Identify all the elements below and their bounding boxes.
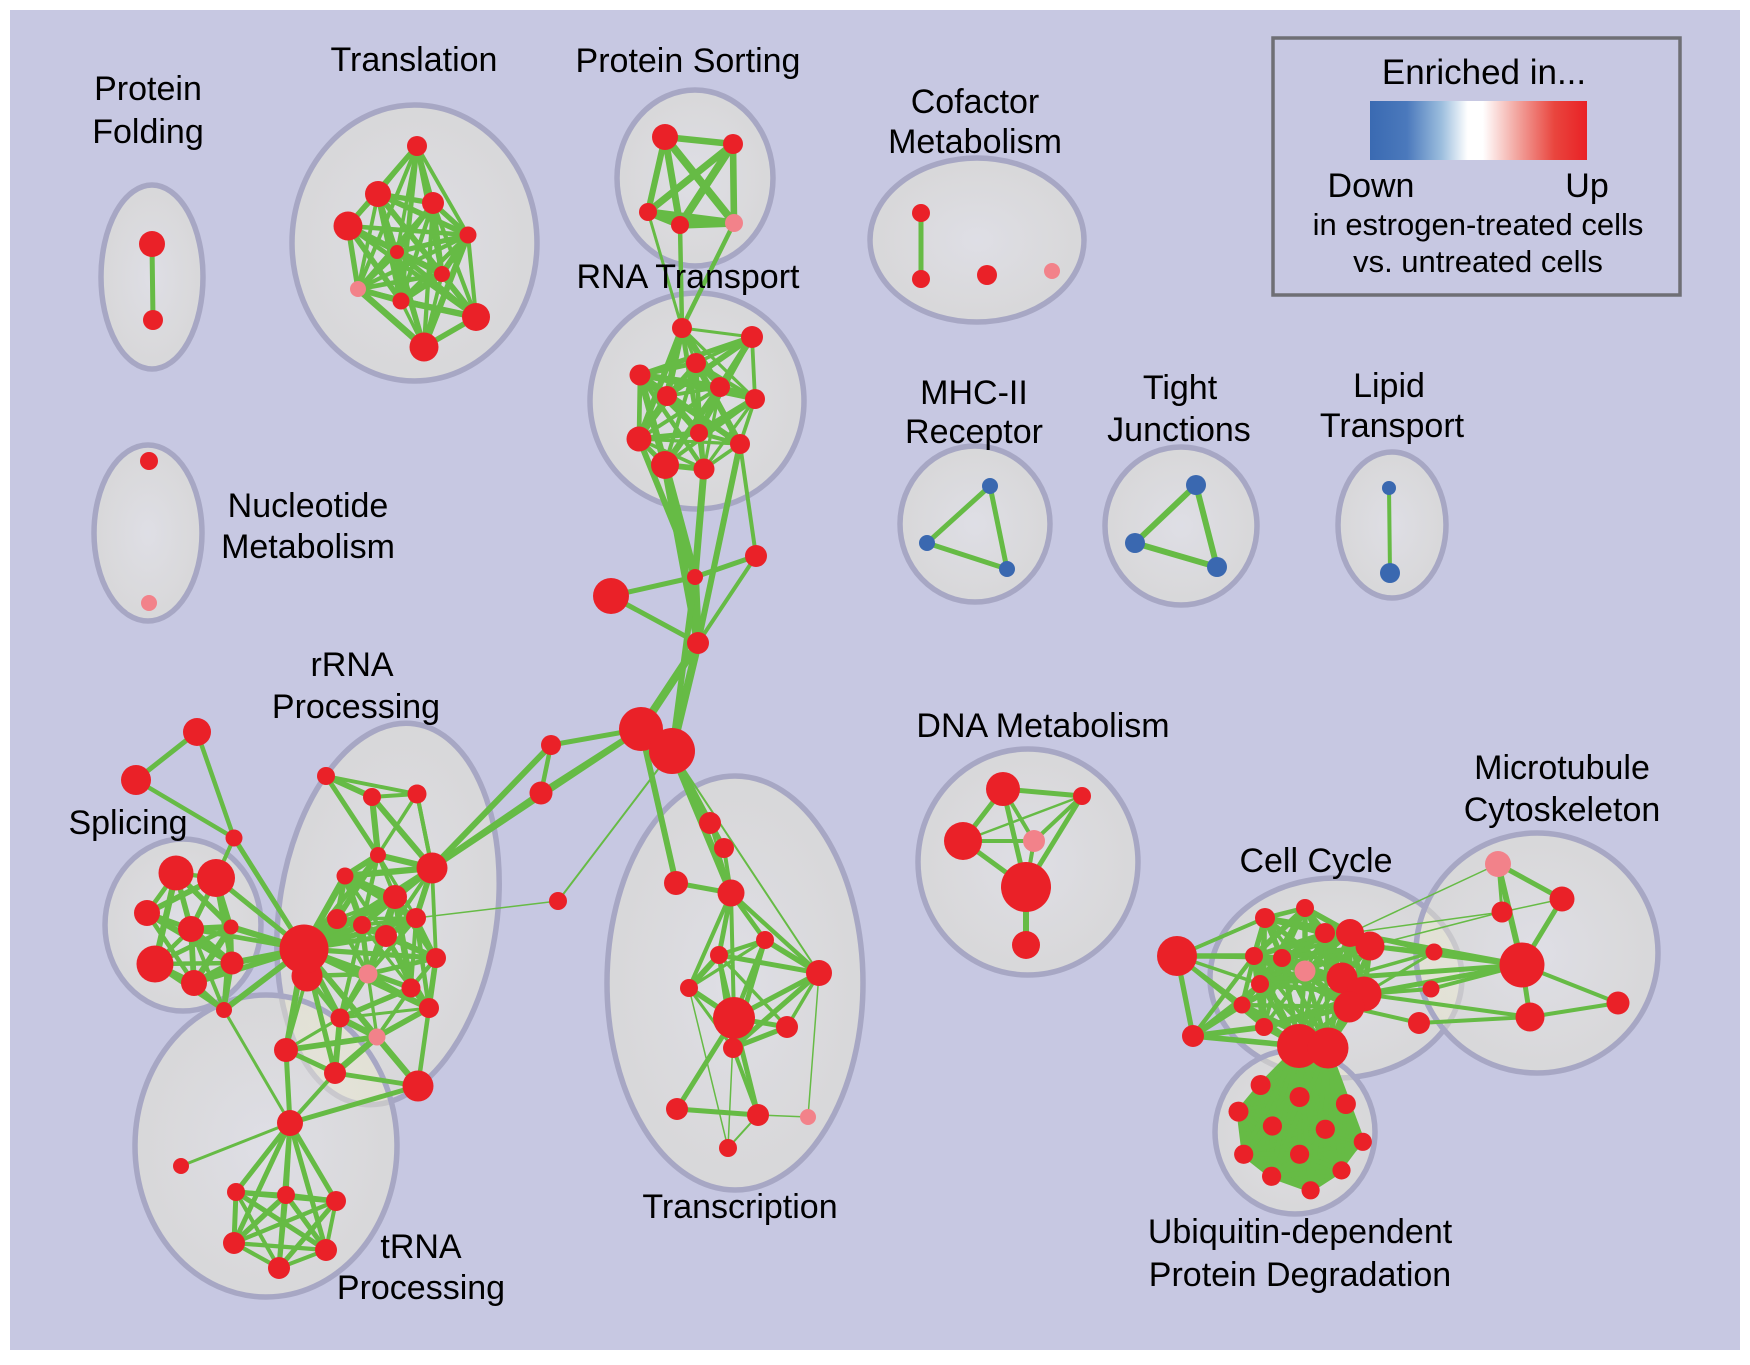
- svg-text:rRNA: rRNA: [310, 646, 393, 684]
- svg-text:MHC-II: MHC-II: [920, 374, 1028, 412]
- svg-text:Protein: Protein: [94, 70, 202, 108]
- svg-text:Ubiquitin-dependent: Ubiquitin-dependent: [1148, 1213, 1453, 1251]
- svg-text:Metabolism: Metabolism: [221, 528, 395, 566]
- svg-text:Protein Degradation: Protein Degradation: [1149, 1256, 1451, 1294]
- svg-text:Microtubule: Microtubule: [1474, 749, 1650, 787]
- svg-text:DNA Metabolism: DNA Metabolism: [916, 707, 1169, 745]
- svg-text:Lipid: Lipid: [1353, 367, 1425, 405]
- svg-text:Enriched in...: Enriched in...: [1382, 53, 1586, 92]
- svg-text:Tight: Tight: [1143, 369, 1218, 407]
- svg-text:Receptor: Receptor: [905, 413, 1043, 451]
- svg-text:Folding: Folding: [92, 113, 204, 151]
- svg-text:tRNA: tRNA: [380, 1228, 462, 1266]
- svg-text:Protein Sorting: Protein Sorting: [576, 42, 801, 80]
- svg-text:Down: Down: [1328, 167, 1415, 205]
- svg-text:RNA Transport: RNA Transport: [577, 258, 801, 296]
- svg-text:Transport: Transport: [1320, 407, 1465, 445]
- svg-text:Transcription: Transcription: [642, 1188, 837, 1226]
- svg-text:Splicing: Splicing: [68, 804, 187, 842]
- svg-text:Cofactor: Cofactor: [911, 83, 1040, 121]
- svg-text:Metabolism: Metabolism: [888, 123, 1062, 161]
- svg-text:Processing: Processing: [272, 688, 440, 726]
- svg-text:Processing: Processing: [337, 1269, 505, 1307]
- svg-text:in estrogen-treated cells: in estrogen-treated cells: [1313, 207, 1644, 242]
- svg-text:Cell Cycle: Cell Cycle: [1239, 842, 1392, 880]
- svg-text:Nucleotide: Nucleotide: [228, 487, 389, 525]
- svg-text:Up: Up: [1565, 167, 1608, 205]
- svg-text:vs. untreated cells: vs. untreated cells: [1353, 244, 1603, 279]
- svg-text:Cytoskeleton: Cytoskeleton: [1464, 791, 1661, 829]
- svg-text:Translation: Translation: [331, 41, 498, 79]
- svg-text:Junctions: Junctions: [1107, 411, 1251, 449]
